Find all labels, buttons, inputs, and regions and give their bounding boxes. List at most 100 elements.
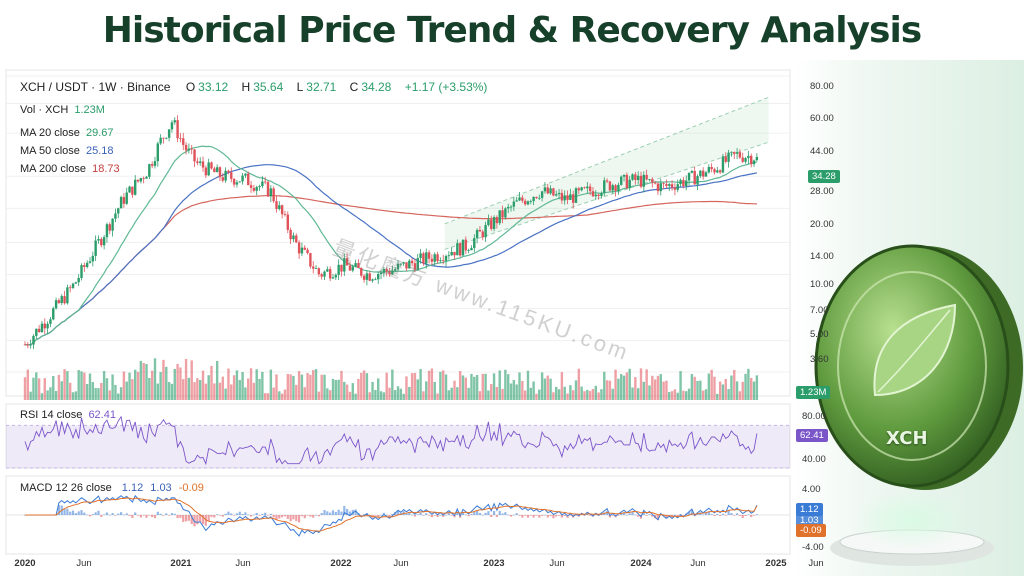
volume-bar: [391, 369, 394, 400]
volume-bar: [66, 371, 69, 400]
candle-body: [213, 168, 216, 173]
candle-body: [198, 161, 202, 163]
volume-bar: [521, 380, 524, 400]
candle-body: [540, 191, 544, 198]
volume-bar: [83, 372, 86, 400]
candle-body: [150, 164, 154, 166]
macd-histogram-bar: [142, 515, 145, 516]
volume-bar: [475, 375, 479, 400]
ma50-legend[interactable]: MA 50 close 25.18: [20, 145, 114, 157]
volume-bar: [266, 393, 270, 400]
ma20-legend[interactable]: MA 20 close 29.67: [20, 127, 114, 139]
macd-histogram-bar: [88, 515, 92, 517]
ma200-legend[interactable]: MA 200 close 18.73: [20, 163, 120, 175]
volume-bar: [379, 391, 383, 400]
candle-body: [439, 260, 442, 262]
rsi-legend[interactable]: RSI 14 close 62.41: [20, 409, 116, 421]
volume-bar: [69, 382, 72, 400]
candle-body: [300, 247, 304, 254]
volume-bar: [721, 384, 725, 400]
macd-histogram-bar: [261, 513, 264, 515]
close-label: C: [349, 80, 359, 94]
volume-bar: [286, 373, 289, 400]
volume-bar: [442, 370, 445, 400]
macd-histogram-bar: [230, 513, 233, 515]
candle-body: [662, 183, 665, 184]
candle-body: [504, 208, 507, 218]
macd-histogram-bar: [427, 515, 431, 516]
macd-legend[interactable]: MACD 12 26 close 1.12 1.03 -0.09: [20, 482, 204, 494]
macd-histogram-bar: [422, 514, 425, 516]
volume-bar: [60, 381, 63, 400]
volume-bar: [388, 387, 391, 400]
volume-bar: [605, 380, 609, 400]
candle-body: [272, 188, 275, 202]
macd-histogram-bar: [690, 510, 693, 515]
volume-bar: [241, 372, 244, 400]
candle-body: [179, 138, 182, 140]
macd-histogram-bar: [396, 510, 400, 515]
candle-body: [673, 187, 677, 190]
x-tick: 2024: [630, 558, 652, 569]
candle-body: [512, 201, 516, 207]
volume-bar: [690, 374, 694, 400]
volume-bar: [170, 383, 174, 400]
candle-body: [481, 231, 484, 238]
candle-body: [69, 287, 72, 289]
candle-body: [49, 319, 52, 324]
volume-bar: [139, 360, 143, 400]
candle-body: [738, 152, 742, 158]
volume-bar: [215, 360, 219, 400]
candle-body: [701, 170, 705, 177]
candle-body: [687, 172, 691, 181]
macd-histogram-bar: [651, 515, 654, 517]
macd-histogram-bar: [331, 510, 335, 515]
macd-histogram-bar: [94, 512, 97, 515]
candle-body: [215, 167, 219, 173]
candle-body: [312, 266, 315, 269]
volume-bar: [314, 369, 318, 400]
price-axis-label: 7.00: [810, 305, 829, 316]
candle-body: [515, 200, 518, 202]
volume-bar: [718, 381, 722, 400]
candle-body: [167, 129, 171, 138]
volume-bar: [238, 380, 241, 400]
candle-body: [563, 195, 566, 201]
candle-body: [66, 287, 69, 304]
volume-legend[interactable]: Vol · XCH 1.23M: [20, 104, 105, 116]
volume-bar: [345, 384, 349, 400]
candle-body: [645, 174, 648, 180]
candle-body: [467, 250, 470, 251]
macd-histogram-bar: [447, 513, 450, 515]
candle-body: [190, 148, 193, 150]
volume-bar: [614, 369, 617, 400]
candle-body: [495, 217, 499, 224]
volume-bar: [230, 384, 233, 400]
macd-histogram-bar: [377, 515, 380, 518]
volume-bar: [685, 391, 688, 400]
volume-bar: [105, 378, 109, 400]
macd-histogram-bar: [622, 512, 626, 515]
volume-bar: [735, 381, 739, 400]
rsi-label: RSI 14 close: [20, 409, 83, 421]
volume-bar: [673, 389, 677, 400]
candle-body: [345, 258, 349, 266]
macd-histogram-bar: [117, 513, 120, 515]
macd-histogram-bar: [512, 514, 515, 516]
macd-histogram-bar: [631, 512, 634, 515]
volume-bar: [512, 380, 516, 400]
candle-body: [735, 152, 739, 154]
macd-histogram-bar: [532, 515, 535, 518]
volume-bar: [275, 374, 278, 400]
volume-bar: [49, 387, 52, 400]
volume-bar: [255, 369, 258, 400]
candle-body: [221, 177, 224, 181]
candle-body: [549, 188, 552, 194]
macd-histogram-bar: [306, 515, 309, 516]
macd-histogram-bar: [258, 515, 261, 516]
candle-body: [453, 251, 456, 256]
last-price-tag: 34.28: [808, 170, 840, 183]
candle-body: [487, 219, 490, 226]
macd-histogram-bar: [201, 515, 205, 525]
volume-bar: [227, 368, 230, 400]
